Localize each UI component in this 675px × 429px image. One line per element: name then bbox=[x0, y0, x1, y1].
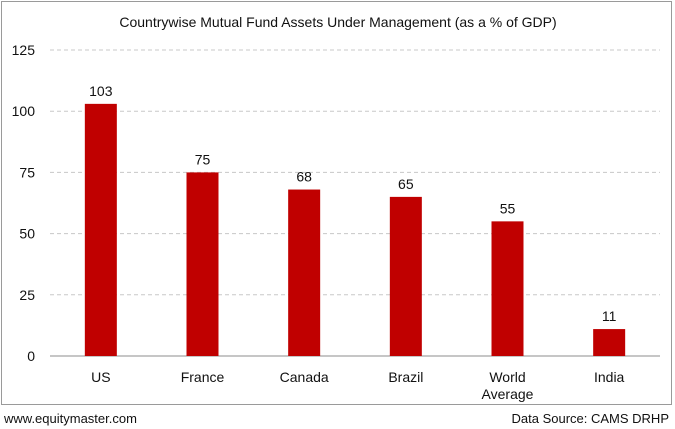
data-label: 65 bbox=[398, 176, 414, 192]
y-tick-label: 25 bbox=[19, 287, 35, 303]
x-tick-label: France bbox=[181, 369, 225, 385]
y-tick-label: 125 bbox=[12, 42, 36, 58]
bar bbox=[288, 189, 321, 356]
data-label: 55 bbox=[500, 200, 516, 216]
data-labels: 103 75 68 65 55 11 bbox=[89, 83, 616, 324]
chart-title: Countrywise Mutual Fund Assets Under Man… bbox=[119, 14, 556, 30]
x-tick-label: Average bbox=[482, 386, 534, 402]
y-tick-label: 50 bbox=[19, 226, 35, 242]
x-tick-label: Canada bbox=[280, 369, 329, 385]
bars bbox=[84, 103, 626, 356]
bar bbox=[593, 329, 626, 356]
data-label: 75 bbox=[195, 151, 211, 167]
data-label: 11 bbox=[602, 308, 617, 324]
x-tick-label: World bbox=[489, 369, 525, 385]
x-tick-label: Brazil bbox=[388, 369, 423, 385]
gridlines bbox=[50, 49, 660, 357]
website-footer: www.equitymaster.com bbox=[4, 411, 137, 426]
data-label: 103 bbox=[89, 83, 113, 99]
bar bbox=[491, 221, 524, 356]
bar-chart: Countrywise Mutual Fund Assets Under Man… bbox=[12, 14, 660, 402]
y-tick-label: 100 bbox=[12, 103, 36, 119]
bar bbox=[186, 172, 219, 356]
y-axis-ticks: 0 25 50 75 100 125 bbox=[12, 42, 36, 364]
bar bbox=[389, 196, 422, 356]
source-footer: Data Source: CAMS DRHP bbox=[511, 411, 670, 426]
data-label: 68 bbox=[296, 169, 312, 185]
x-tick-label: India bbox=[594, 369, 625, 385]
y-tick-label: 0 bbox=[27, 348, 35, 364]
x-tick-label: US bbox=[91, 369, 110, 385]
bar bbox=[84, 103, 117, 356]
y-tick-label: 75 bbox=[19, 164, 35, 180]
